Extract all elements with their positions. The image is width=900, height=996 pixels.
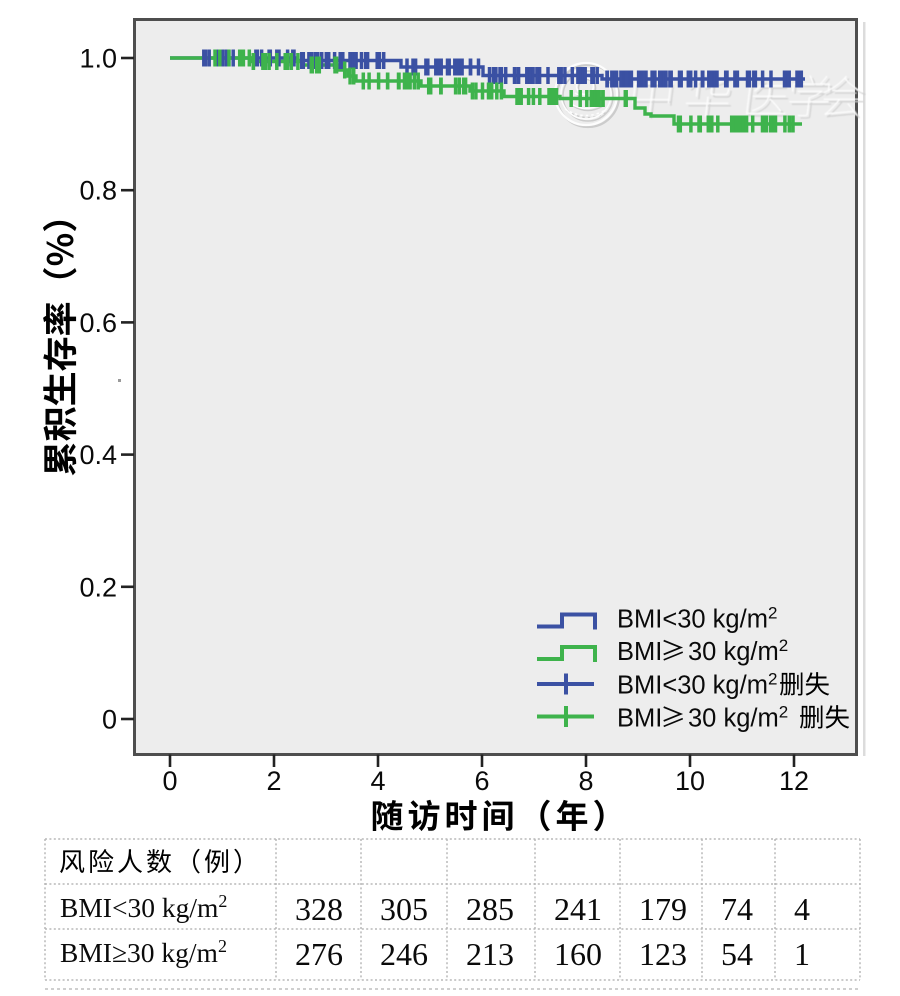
- svg-text:4: 4: [794, 891, 810, 927]
- svg-text:328: 328: [295, 891, 343, 927]
- svg-text:30 kg/m2: 30 kg/m2: [688, 636, 788, 667]
- svg-text:4: 4: [370, 766, 385, 796]
- svg-text:0.8: 0.8: [79, 176, 117, 206]
- svg-text:160: 160: [554, 936, 602, 972]
- svg-text:1.0: 1.0: [79, 44, 117, 74]
- svg-text:8: 8: [578, 766, 593, 796]
- svg-text:74: 74: [721, 891, 753, 927]
- svg-text:123: 123: [639, 936, 687, 972]
- svg-text:BMI<30 kg/m2: BMI<30 kg/m2: [617, 669, 777, 700]
- svg-text:10: 10: [675, 766, 705, 796]
- svg-text:276: 276: [295, 936, 343, 972]
- svg-text:6: 6: [474, 766, 489, 796]
- svg-text:BMI<30 kg/m2: BMI<30 kg/m2: [617, 603, 777, 634]
- svg-text:246: 246: [380, 936, 428, 972]
- svg-text:305: 305: [380, 891, 428, 927]
- svg-text:1: 1: [794, 936, 810, 972]
- svg-text:12: 12: [779, 766, 809, 796]
- svg-text:BMI: BMI: [617, 705, 662, 733]
- svg-text:54: 54: [721, 936, 753, 972]
- svg-text:0: 0: [102, 705, 117, 735]
- svg-text:179: 179: [639, 891, 687, 927]
- svg-text:0.6: 0.6: [79, 308, 117, 338]
- svg-text:0.2: 0.2: [79, 572, 117, 602]
- svg-text:0: 0: [162, 766, 177, 796]
- svg-text:BMI≥30 kg/m2: BMI≥30 kg/m2: [60, 936, 227, 968]
- svg-text:0.4: 0.4: [79, 440, 117, 470]
- svg-text:30 kg/m2: 30 kg/m2: [688, 702, 788, 733]
- svg-text:BMI<30 kg/m2: BMI<30 kg/m2: [60, 891, 227, 923]
- svg-text:285: 285: [466, 891, 514, 927]
- svg-text:213: 213: [466, 936, 514, 972]
- svg-text:241: 241: [554, 891, 602, 927]
- svg-text:BMI: BMI: [617, 638, 662, 666]
- svg-text:2: 2: [266, 766, 281, 796]
